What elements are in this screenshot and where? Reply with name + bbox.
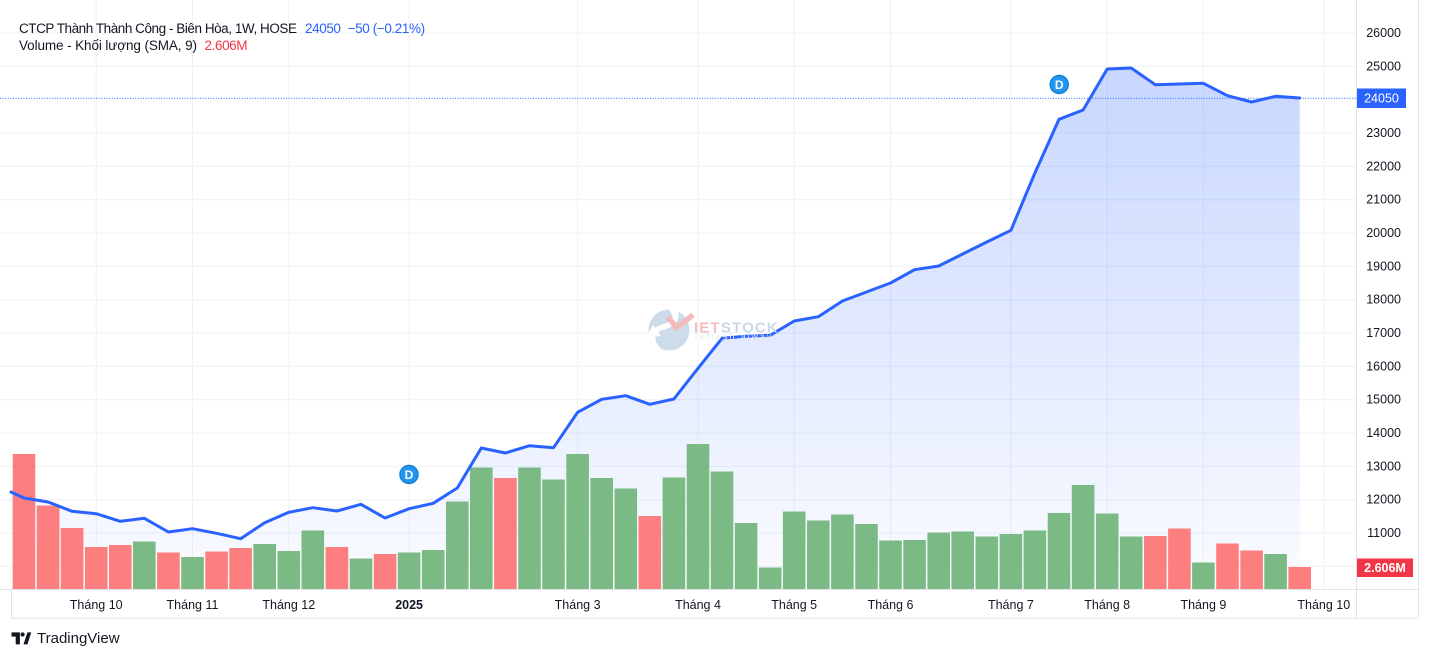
svg-text:Tháng 6: Tháng 6 [868,598,914,612]
svg-text:2025: 2025 [395,598,423,612]
svg-text:Tháng 10: Tháng 10 [1297,598,1350,612]
svg-text:20000: 20000 [1366,226,1401,240]
svg-text:TradingView: TradingView [37,630,120,647]
svg-text:D: D [405,468,414,482]
svg-text:D: D [1055,78,1064,92]
svg-text:Tháng 11: Tháng 11 [167,598,219,612]
svg-text:21000: 21000 [1366,193,1401,207]
svg-text:Tháng 3: Tháng 3 [555,598,601,612]
svg-text:24050: 24050 [305,21,341,36]
svg-text:24050: 24050 [1364,92,1399,106]
svg-text:2.606M: 2.606M [205,38,248,53]
svg-text:16000: 16000 [1366,359,1401,373]
svg-text:25000: 25000 [1366,59,1401,73]
svg-text:Volume - Khối lượng (SMA, 9): Volume - Khối lượng (SMA, 9) [19,38,197,53]
svg-text:STOCK: STOCK [721,320,779,337]
svg-text:Tháng 5: Tháng 5 [771,598,817,612]
svg-text:18000: 18000 [1366,293,1401,307]
svg-text:refresh always: refresh always [695,332,780,342]
svg-text:Tháng 7: Tháng 7 [988,598,1034,612]
svg-text:Tháng 12: Tháng 12 [262,598,315,612]
svg-text:−50 (−0.21%): −50 (−0.21%) [348,21,425,36]
svg-text:Tháng 8: Tháng 8 [1084,598,1130,612]
svg-text:Tháng 10: Tháng 10 [70,598,123,612]
svg-text:CTCP Thành Thành Công - Biên H: CTCP Thành Thành Công - Biên Hòa, 1W, HO… [19,21,297,36]
svg-text:11000: 11000 [1367,526,1401,540]
svg-text:26000: 26000 [1366,26,1401,40]
svg-text:IET: IET [694,320,721,337]
svg-text:2.606M: 2.606M [1364,561,1406,575]
svg-text:17000: 17000 [1366,326,1401,340]
svg-text:13000: 13000 [1366,459,1401,473]
svg-text:12000: 12000 [1366,493,1401,507]
svg-text:Tháng 4: Tháng 4 [675,598,721,612]
svg-text:23000: 23000 [1366,126,1401,140]
svg-text:15000: 15000 [1366,393,1401,407]
svg-text:22000: 22000 [1366,159,1401,173]
svg-text:14000: 14000 [1366,426,1401,440]
svg-text:Tháng 9: Tháng 9 [1180,598,1226,612]
svg-text:19000: 19000 [1366,259,1401,273]
